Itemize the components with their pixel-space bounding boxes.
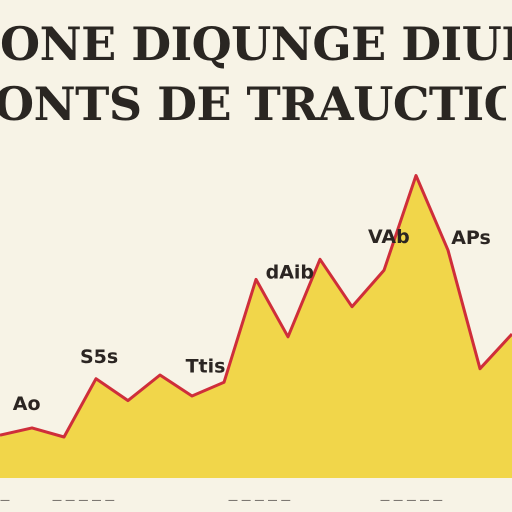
- annotation-label: Ttis: [186, 356, 226, 378]
- annotation-label: APs: [451, 227, 491, 249]
- x-tick-label: — — — — —: [380, 495, 443, 506]
- x-tick-label: — — — — —: [52, 495, 115, 506]
- annotation-label: VAb: [368, 226, 410, 248]
- annotations: Ao S5s Ttis dAib VAb APs: [13, 226, 491, 415]
- chart-title-line-2: ONTS DE TRAUCTION: [0, 78, 506, 130]
- annotation-label: S5s: [80, 346, 118, 368]
- plot-area: [0, 174, 512, 478]
- annotation-label: dAib: [266, 262, 314, 284]
- x-tick-label: — — — — —: [228, 495, 291, 506]
- area-fill: [0, 175, 512, 478]
- x-axis-tick-labels: — — — — — — — — — — — — — — — —: [0, 495, 443, 506]
- annotation-label: Ao: [13, 393, 41, 415]
- area-line: [0, 174, 512, 439]
- x-tick-label: —: [0, 495, 10, 506]
- chart-title-line-1: ONE DIQUNGE DIUKTON: [0, 18, 512, 70]
